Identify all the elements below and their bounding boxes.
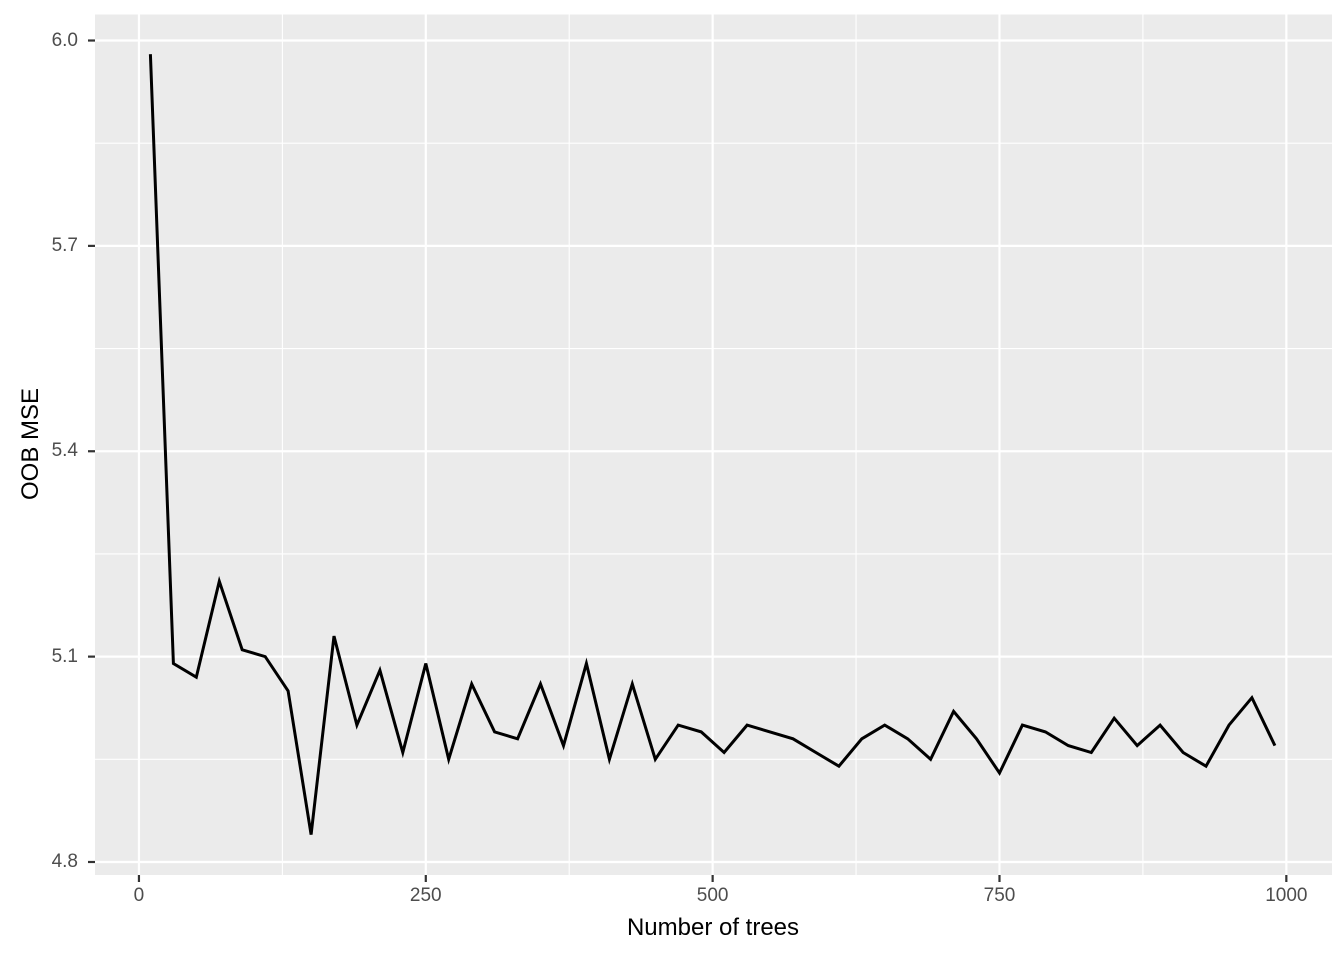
y-tick-label: 5.1	[51, 645, 78, 667]
x-tick-label: 0	[133, 885, 145, 906]
x-tick-label: 250	[409, 885, 442, 906]
y-axis-title: OOB MSE	[17, 387, 44, 501]
y-tick-label: 5.7	[51, 234, 78, 256]
x-axis-title: Number of trees	[626, 914, 800, 941]
x-tick-label: 750	[983, 885, 1016, 906]
x-tick-label: 500	[696, 885, 729, 906]
x-tick-label: 1000	[1265, 885, 1308, 906]
y-tick-label: 5.4	[51, 440, 78, 462]
y-tick-label: 6.0	[51, 29, 78, 51]
y-tick-label: 4.8	[51, 850, 78, 872]
oob-mse-line	[148, 54, 1277, 835]
